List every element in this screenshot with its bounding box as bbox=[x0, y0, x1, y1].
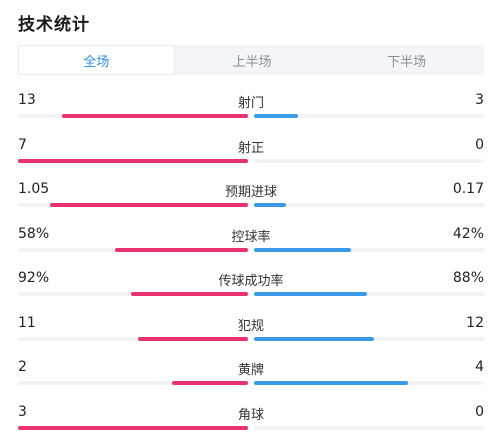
away-bar-track bbox=[254, 114, 484, 118]
away-bar-track bbox=[254, 158, 484, 163]
stat-label: 射门 bbox=[237, 96, 264, 111]
away-value: 12 bbox=[466, 314, 484, 331]
stat-row-possession: 58% 控球率 42% bbox=[18, 226, 484, 256]
stat-row-yellow-cards: 2 黄牌 4 bbox=[18, 359, 484, 389]
stat-label: 传球成功率 bbox=[218, 274, 284, 289]
away-value: 42% bbox=[452, 225, 484, 242]
stat-row-pass-accuracy: 92% 传球成功率 88% bbox=[18, 270, 484, 300]
home-bar bbox=[137, 336, 248, 341]
home-bar bbox=[61, 114, 248, 118]
away-bar-track bbox=[254, 203, 484, 207]
home-value: 3 bbox=[18, 403, 27, 420]
home-bar-track bbox=[18, 292, 248, 296]
home-value: 7 bbox=[18, 136, 27, 153]
stat-row-shots-on-target: 7 射正 0 bbox=[18, 137, 484, 167]
away-bar bbox=[254, 381, 409, 385]
home-bar bbox=[114, 247, 248, 252]
home-bar-track bbox=[18, 203, 248, 207]
stat-label: 射正 bbox=[237, 140, 264, 156]
stat-label: 控球率 bbox=[231, 229, 271, 245]
away-bar-track bbox=[254, 381, 484, 385]
home-value: 58% bbox=[18, 225, 50, 242]
stat-row-shots: 13 射门 3 bbox=[18, 92, 484, 122]
stat-row-expected-goals: 1.05 预期进球 0.17 bbox=[18, 181, 484, 211]
tab-full-match[interactable]: 全场 bbox=[18, 45, 175, 75]
away-bar bbox=[254, 203, 287, 207]
home-bar-track bbox=[18, 114, 248, 118]
home-bar bbox=[50, 203, 248, 207]
stat-label: 黄牌 bbox=[237, 363, 264, 378]
away-bar-track bbox=[254, 292, 484, 296]
stat-label: 预期进球 bbox=[224, 185, 277, 200]
away-bar-track bbox=[254, 336, 484, 341]
away-bar bbox=[254, 114, 298, 118]
home-bar-track bbox=[18, 336, 248, 341]
home-bar bbox=[18, 158, 248, 163]
tab-first-half[interactable]: 上半场 bbox=[232, 54, 272, 70]
tab-second-half[interactable]: 下半场 bbox=[387, 54, 427, 70]
home-bar-track bbox=[18, 381, 248, 385]
home-bar-track bbox=[18, 247, 248, 252]
away-value: 4 bbox=[475, 359, 484, 375]
stat-label: 犯规 bbox=[237, 318, 264, 334]
period-tabs: 全场 上半场 下半场 bbox=[18, 45, 484, 75]
stat-row-fouls: 11 犯规 12 bbox=[18, 315, 484, 345]
home-value: 13 bbox=[18, 92, 36, 108]
home-value: 1.05 bbox=[18, 181, 50, 197]
stat-label: 角球 bbox=[237, 407, 264, 423]
home-value: 11 bbox=[18, 314, 36, 331]
section-title: 技术统计 bbox=[18, 15, 90, 35]
away-bar bbox=[254, 292, 367, 296]
home-bar bbox=[130, 292, 248, 296]
home-bar-track bbox=[18, 425, 248, 430]
stat-row-corners: 3 角球 0 bbox=[18, 404, 484, 434]
away-value: 0.17 bbox=[452, 181, 484, 197]
away-bar-track bbox=[254, 247, 484, 252]
away-value: 88% bbox=[452, 270, 484, 286]
away-bar bbox=[254, 336, 374, 341]
away-value: 0 bbox=[475, 403, 484, 420]
away-value: 3 bbox=[475, 92, 484, 108]
home-value: 2 bbox=[18, 359, 27, 375]
home-bar bbox=[172, 381, 248, 385]
away-bar bbox=[254, 247, 351, 252]
home-bar bbox=[18, 425, 248, 430]
home-value: 92% bbox=[18, 270, 50, 286]
home-bar-track bbox=[18, 158, 248, 163]
away-bar-track bbox=[254, 425, 484, 430]
away-value: 0 bbox=[475, 136, 484, 153]
